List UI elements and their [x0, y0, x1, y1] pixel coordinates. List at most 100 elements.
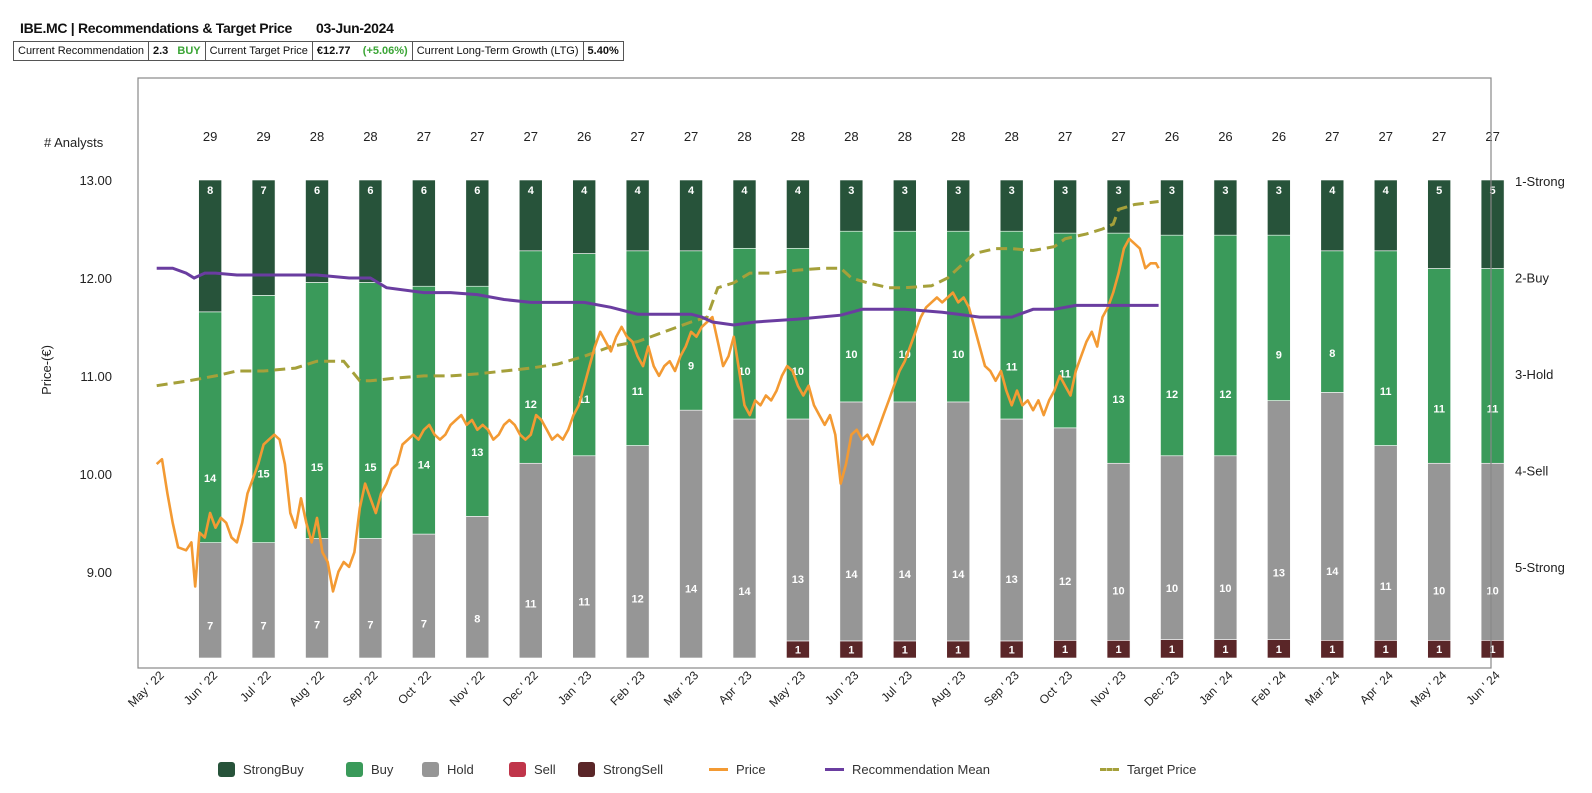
legend-label: StrongSell — [603, 762, 663, 777]
bar-label-hold: 13 — [1006, 574, 1018, 586]
legend-swatch — [218, 762, 235, 777]
y-tick-label: 12.00 — [79, 271, 112, 286]
bar-label-buy: 15 — [311, 462, 323, 474]
bar-label-strongbuy: 4 — [741, 185, 748, 197]
bar-strongbuy — [1160, 179, 1184, 236]
analyst-count: 28 — [951, 129, 965, 144]
legend-item: StrongSell — [578, 762, 663, 777]
legend-swatch — [509, 762, 526, 777]
tp-price: €12.77 — [316, 45, 351, 57]
bar-label-buy: 13 — [1112, 394, 1124, 406]
bar-strongbuy — [679, 179, 703, 252]
report-date: 03-Jun-2024 — [316, 20, 394, 36]
bar-label-hold: 7 — [207, 621, 213, 633]
x-tick-label: Jul ' 22 — [237, 668, 274, 705]
legend-item: Target Price — [1100, 762, 1196, 777]
bar-buy — [198, 311, 222, 543]
analyst-count: 27 — [1325, 129, 1339, 144]
legend-item: StrongBuy — [218, 762, 304, 777]
bar-label-strongbuy: 3 — [1009, 185, 1015, 197]
bar-label-strongsell: 1 — [1115, 644, 1121, 656]
bar-hold — [251, 542, 276, 659]
legend-swatch — [709, 768, 728, 771]
analyst-count: 26 — [1165, 129, 1179, 144]
bar-label-buy: 11 — [578, 394, 590, 406]
bar-strongbuy — [1213, 179, 1238, 236]
analyst-count: 27 — [630, 129, 644, 144]
bar-buy — [786, 247, 810, 420]
bar-label-buy: 15 — [364, 462, 376, 474]
bar-strongbuy — [1373, 179, 1398, 252]
bar-label-buy: 9 — [688, 361, 694, 373]
bar-buy — [251, 295, 276, 543]
x-tick-label: Apr ' 24 — [1357, 668, 1396, 707]
legend-swatch — [825, 768, 844, 771]
bar-label-hold: 11 — [578, 596, 590, 608]
rec-value: 2.3 BUY — [147, 41, 206, 61]
bar-buy — [625, 250, 650, 446]
analyst-count: 27 — [1378, 129, 1392, 144]
bar-strongbuy — [625, 179, 650, 252]
bar-label-hold: 14 — [899, 569, 912, 581]
bar-label-hold: 12 — [1059, 576, 1071, 588]
bar-hold — [679, 409, 703, 659]
x-tick-label: Jan ' 23 — [555, 668, 595, 708]
analyst-count: 28 — [898, 129, 912, 144]
bar-label-buy: 13 — [471, 447, 483, 459]
bar-strongbuy — [732, 179, 757, 249]
bar-label-strongbuy: 4 — [688, 185, 695, 197]
bar-label-strongbuy: 3 — [955, 185, 961, 197]
bar-hold — [1480, 462, 1505, 641]
bar-label-hold: 14 — [685, 584, 698, 596]
bar-label-strongbuy: 3 — [1115, 185, 1121, 197]
bar-label-buy: 11 — [632, 386, 644, 398]
legend-swatch — [1100, 768, 1119, 771]
bar-buy — [1480, 268, 1505, 464]
legend-item: Recommendation Mean — [825, 762, 990, 777]
bar-hold — [465, 516, 490, 659]
legend-item: Sell — [509, 762, 556, 777]
y-tick-label: 13.00 — [79, 173, 112, 188]
bar-hold — [999, 418, 1024, 642]
bar-strongbuy — [305, 179, 329, 283]
analyst-count: 28 — [1004, 129, 1018, 144]
bar-hold — [786, 418, 810, 642]
bar-label-strongbuy: 4 — [581, 185, 588, 197]
legend-label: StrongBuy — [243, 762, 304, 777]
bar-label-hold: 7 — [314, 620, 320, 632]
bar-label-buy: 14 — [204, 473, 217, 485]
bar-label-hold: 11 — [525, 598, 537, 610]
target-price-line — [156, 200, 1159, 388]
bar-hold — [412, 533, 436, 659]
bar-label-hold: 10 — [1433, 586, 1445, 598]
rating-scale-label: 3-Hold — [1515, 367, 1553, 382]
bar-strongbuy — [839, 179, 864, 232]
bar-label-strongsell: 1 — [795, 644, 801, 656]
bar-hold — [1427, 462, 1451, 641]
bar-hold — [1106, 462, 1131, 641]
analyst-count: 26 — [1218, 129, 1232, 144]
bar-label-buy: 11 — [1380, 386, 1392, 398]
bar-strongbuy — [1106, 179, 1131, 234]
analyst-count: 27 — [684, 129, 698, 144]
bar-strongbuy — [251, 179, 276, 296]
bar-label-strongbuy: 3 — [1276, 185, 1282, 197]
x-tick-label: Sep ' 23 — [981, 668, 1022, 709]
bar-label-strongbuy: 6 — [421, 185, 427, 197]
bar-label-buy: 12 — [1166, 389, 1178, 401]
recommendation-mean-line — [156, 266, 1159, 327]
bar-label-buy: 12 — [525, 399, 537, 411]
legend-label: Buy — [371, 762, 394, 777]
analyst-count: 27 — [470, 129, 484, 144]
ltg-value: 5.40% — [582, 41, 624, 61]
bar-hold — [1053, 427, 1077, 641]
analyst-count: 28 — [737, 129, 751, 144]
bar-label-strongsell: 1 — [955, 644, 961, 656]
x-tick-label: Dec ' 22 — [500, 668, 541, 709]
page-title: IBE.MC | Recommendations & Target Price — [20, 20, 293, 36]
bar-label-strongsell: 1 — [1169, 644, 1175, 656]
bar-strongbuy — [1053, 179, 1077, 234]
legend-item: Buy — [346, 762, 393, 777]
analyst-count: 26 — [577, 129, 591, 144]
